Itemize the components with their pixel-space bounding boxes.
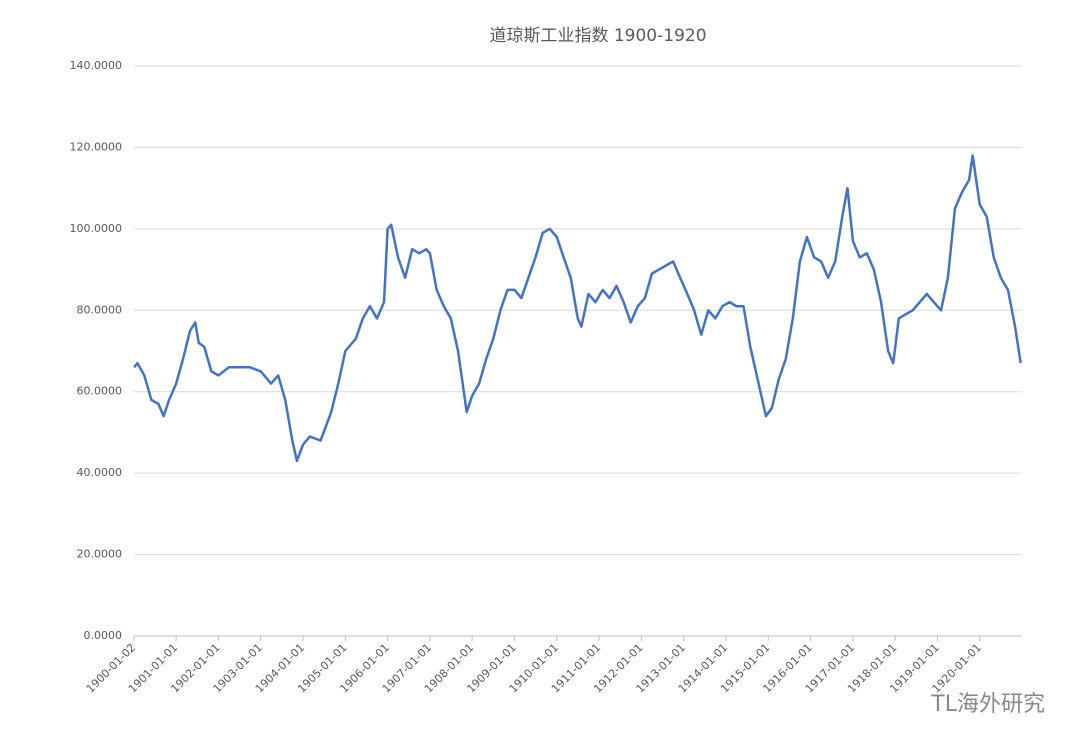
y-tick-label: 80.0000 (77, 303, 123, 316)
y-tick-label: 140.0000 (70, 59, 123, 72)
y-tick-label: 0.0000 (84, 629, 123, 642)
y-tick-label: 60.0000 (77, 385, 123, 398)
y-tick-label: 100.0000 (70, 222, 123, 235)
y-tick-label: 40.0000 (77, 466, 123, 479)
chart-title: 道琼斯工业指数 1900-1920 (489, 26, 706, 46)
y-tick-label: 120.0000 (70, 140, 123, 153)
data-line (133, 154, 1022, 463)
watermark: TL海外研究 (930, 692, 1045, 717)
y-tick-label: 20.0000 (77, 548, 123, 561)
